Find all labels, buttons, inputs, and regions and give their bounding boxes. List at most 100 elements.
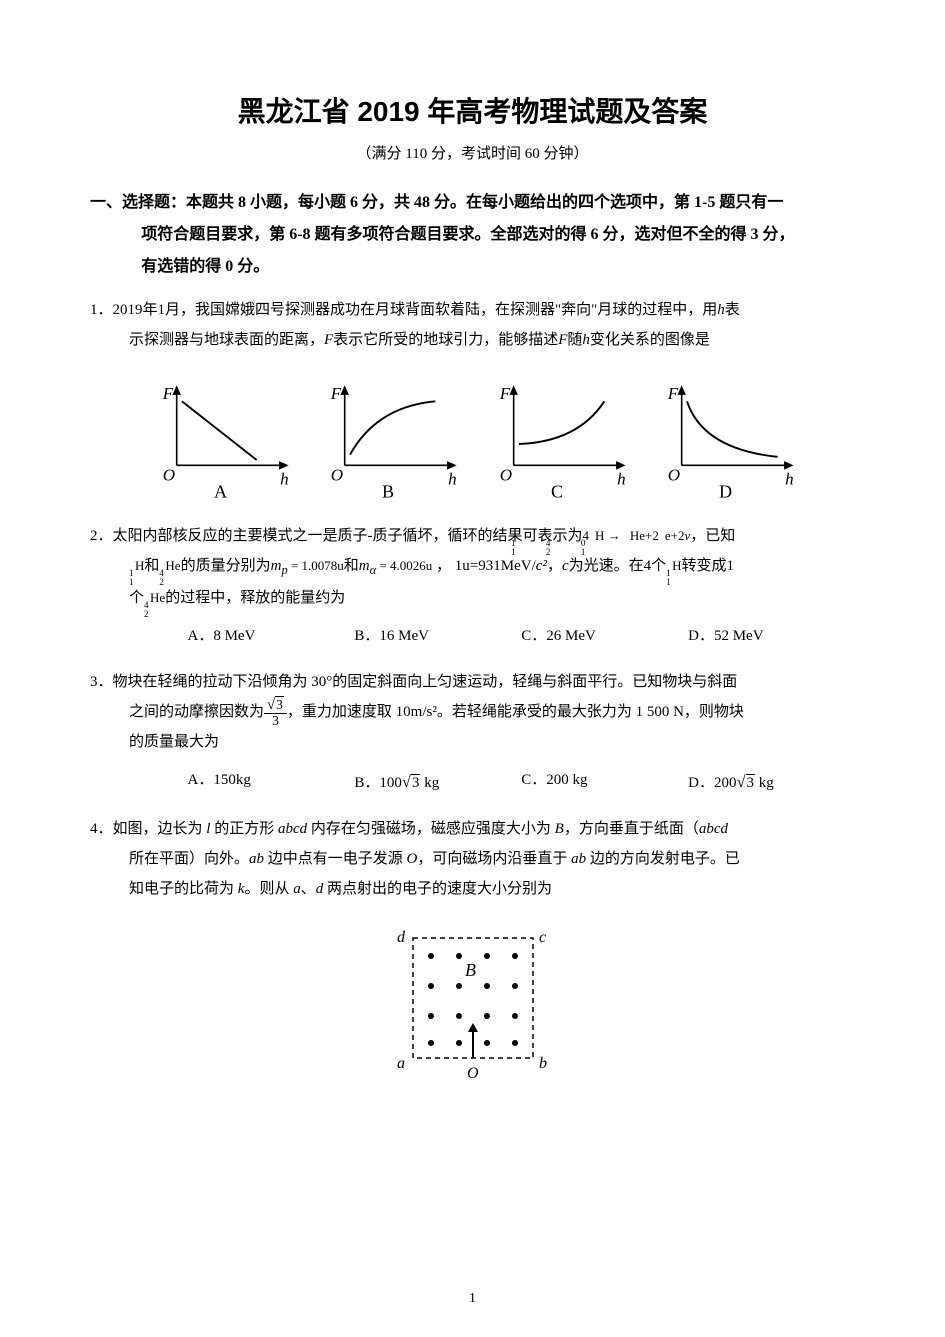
q2-mpval: = 1.0078u	[288, 558, 344, 573]
svg-text:F: F	[667, 384, 679, 403]
q1-h2: h	[582, 332, 590, 348]
section-header: 一、选择题：本题共 8 小题，每小题 6 分，共 48 分。在每小题给出的四个选…	[90, 187, 855, 283]
q3-D-sqrt: √3	[736, 765, 755, 798]
q4-text9: 知电子的比荷为	[129, 881, 238, 897]
graph-C: F O h C	[487, 379, 647, 509]
q4-text10: 。则从	[244, 881, 293, 897]
q1-graphs: F O h A F O h B F O h C F O h D	[90, 371, 855, 509]
graph-A-label: A	[214, 481, 227, 501]
q2-ma: mα	[359, 558, 376, 574]
q2-line1: 2．太阳内部核反应的主要模式之一是质子-质子循坏，循环的结果可表示为411H →…	[90, 521, 855, 551]
q3-B-sqrtval: 3	[411, 774, 421, 791]
q3-B-prefix: B．100	[354, 775, 402, 791]
q1-F2: F	[558, 332, 567, 348]
q2-he2: 42He	[144, 590, 165, 605]
q4-label-O: O	[467, 1065, 479, 1082]
q4-label-b: b	[539, 1055, 547, 1072]
q2-option-A: A．8 MeV	[188, 621, 355, 651]
svg-text:F: F	[330, 384, 342, 403]
q3-option-B: B．100√3 kg	[354, 765, 521, 798]
question-4: 4．如图，边长为 l 的正方形 abcd 内存在匀强磁场，磁感应强度大小为 B，…	[90, 814, 855, 1098]
section-header-line1: 一、选择题：本题共 8 小题，每小题 6 分，共 48 分。在每小题给出的四个选…	[90, 194, 783, 211]
graph-D-label: D	[719, 481, 732, 501]
question-2: 2．太阳内部核反应的主要模式之一是质子-质子循坏，循环的结果可表示为411H →…	[90, 521, 855, 651]
graph-h-label: h	[280, 470, 289, 489]
q3-option-C: C．200 kg	[521, 765, 688, 798]
section-header-line3: 有选错的得 0 分。	[90, 251, 855, 283]
q2-text2: ，已知	[690, 528, 735, 544]
q4-text11: 、	[301, 881, 316, 897]
q3-option-A: A．150kg	[188, 765, 355, 798]
q1-F: F	[324, 332, 333, 348]
q4-text5: 所在平面）向外。	[129, 851, 249, 867]
q1-text: 1．2019年1月，我国嫦娥四号探测器成功在月球背面软着陆，在探测器"奔向"月球…	[90, 295, 855, 325]
graph-B: F O h B	[318, 379, 478, 509]
q4-label-a: a	[397, 1055, 405, 1072]
svg-text:F: F	[498, 384, 510, 403]
q3-fraction: √33	[264, 698, 287, 727]
graph-D: F O h D	[655, 379, 815, 509]
q3-sqrt3: 3	[275, 696, 284, 712]
q4-line2: 所在平面）向外。ab 边中点有一电子发源 O，可向磁场内沿垂直于 ab 边的方向…	[90, 844, 855, 874]
q1-part2: 表	[725, 302, 740, 318]
q2-text3: 和	[144, 558, 159, 574]
q2-reaction: 411H → 42He+201e+2v	[583, 528, 691, 543]
q3-den: 3	[264, 714, 287, 728]
q1-part1: 1．2019年1月，我国嫦娥四号探测器成功在月球背面软着陆，在探测器"奔向"月球…	[90, 302, 717, 318]
q4-label-d: d	[397, 929, 406, 946]
q4-a: a	[293, 881, 301, 897]
q4-B: B	[555, 821, 564, 837]
q4-ab: ab	[249, 851, 264, 867]
graph-C-label: C	[551, 481, 563, 501]
q4-diagram: d c a b O B	[373, 918, 573, 1098]
q1-part6: 变化关系的图像是	[590, 332, 710, 348]
q4-text6: 边中点有一电子发源	[264, 851, 407, 867]
q4-O: O	[407, 851, 418, 867]
q1-body: 示探测器与地球表面的距离，F表示它所受的地球引力，能够描述F随h变化关系的图像是	[90, 325, 855, 355]
q4-text8: 边的方向发射电子。已	[586, 851, 740, 867]
graph-B-label: B	[382, 481, 394, 501]
question-3: 3．物块在轻绳的拉动下沿倾角为 30°的固定斜面向上匀速运动，轻绳与斜面平行。已…	[90, 667, 855, 798]
graph-F-label: F	[162, 384, 174, 403]
q2-text11: 的过程中，释放的能量约为	[165, 590, 345, 606]
q2-text1: 2．太阳内部核反应的主要模式之一是质子-质子循坏，循环的结果可表示为	[90, 528, 583, 544]
q4-text3: 内存在匀强磁场，磁感应强度大小为	[307, 821, 555, 837]
q4-label-B: B	[465, 960, 476, 980]
q1-h: h	[717, 302, 725, 318]
q3-line1: 3．物块在轻绳的拉动下沿倾角为 30°的固定斜面向上匀速运动，轻绳与斜面平行。已…	[90, 667, 855, 697]
graph-A: F O h A	[150, 379, 310, 509]
page-number: 1	[469, 1291, 476, 1307]
q1-part3: 示探测器与地球表面的距离，	[129, 332, 324, 348]
q1-part5: 随	[567, 332, 582, 348]
svg-text:h: h	[448, 470, 457, 489]
q4-text7: ，可向磁场内沿垂直于	[417, 851, 571, 867]
q3-D-sqrtval: 3	[746, 774, 756, 791]
q2-maval: = 4.0026u	[376, 558, 432, 573]
q3-D-suffix: kg	[755, 775, 774, 791]
q3-line3: 的质量最大为	[90, 727, 855, 757]
q2-text9: 转变成1	[682, 558, 735, 574]
q3-option-D: D．200√3 kg	[688, 765, 855, 798]
q3-line2: 之间的动摩擦因数为√33，重力加速度取 10m/s²。若轻绳能承受的最大张力为 …	[90, 697, 855, 727]
q4-text2: 的正方形	[210, 821, 278, 837]
q2-option-D: D．52 MeV	[688, 621, 855, 651]
q4-line1: 4．如图，边长为 l 的正方形 abcd 内存在匀强磁场，磁感应强度大小为 B，…	[90, 814, 855, 844]
q3-text2: 之间的动摩擦因数为	[129, 704, 264, 720]
q4-abcd: abcd	[278, 821, 307, 837]
svg-text:h: h	[617, 470, 626, 489]
q4-text12: 两点射出的电子的速度大小分别为	[323, 881, 552, 897]
svg-text:h: h	[785, 470, 794, 489]
q2-line2: 11H和42He的质量分别为mp = 1.0078u和mα = 4.0026u …	[90, 551, 855, 583]
svg-text:O: O	[331, 465, 343, 484]
q3-D-prefix: D．200	[688, 775, 736, 791]
q2-h1: 11H	[129, 558, 144, 573]
q2-text8: 为光速。在4个	[569, 558, 667, 574]
q4-figure: d c a b O B	[90, 918, 855, 1098]
q2-option-C: C．26 MeV	[521, 621, 688, 651]
svg-text:O: O	[499, 465, 511, 484]
q4-line3: 知电子的比荷为 k。则从 a、d 两点射出的电子的速度大小分别为	[90, 874, 855, 904]
q2-he: 42He	[159, 558, 180, 573]
q2-options: A．8 MeV B．16 MeV C．26 MeV D．52 MeV	[90, 621, 855, 651]
exam-subtitle: （满分 110 分，考试时间 60 分钟）	[90, 142, 855, 163]
section-header-line2: 项符合题目要求，第 6-8 题有多项符合题目要求。全部选对的得 6 分，选对但不…	[90, 219, 855, 251]
